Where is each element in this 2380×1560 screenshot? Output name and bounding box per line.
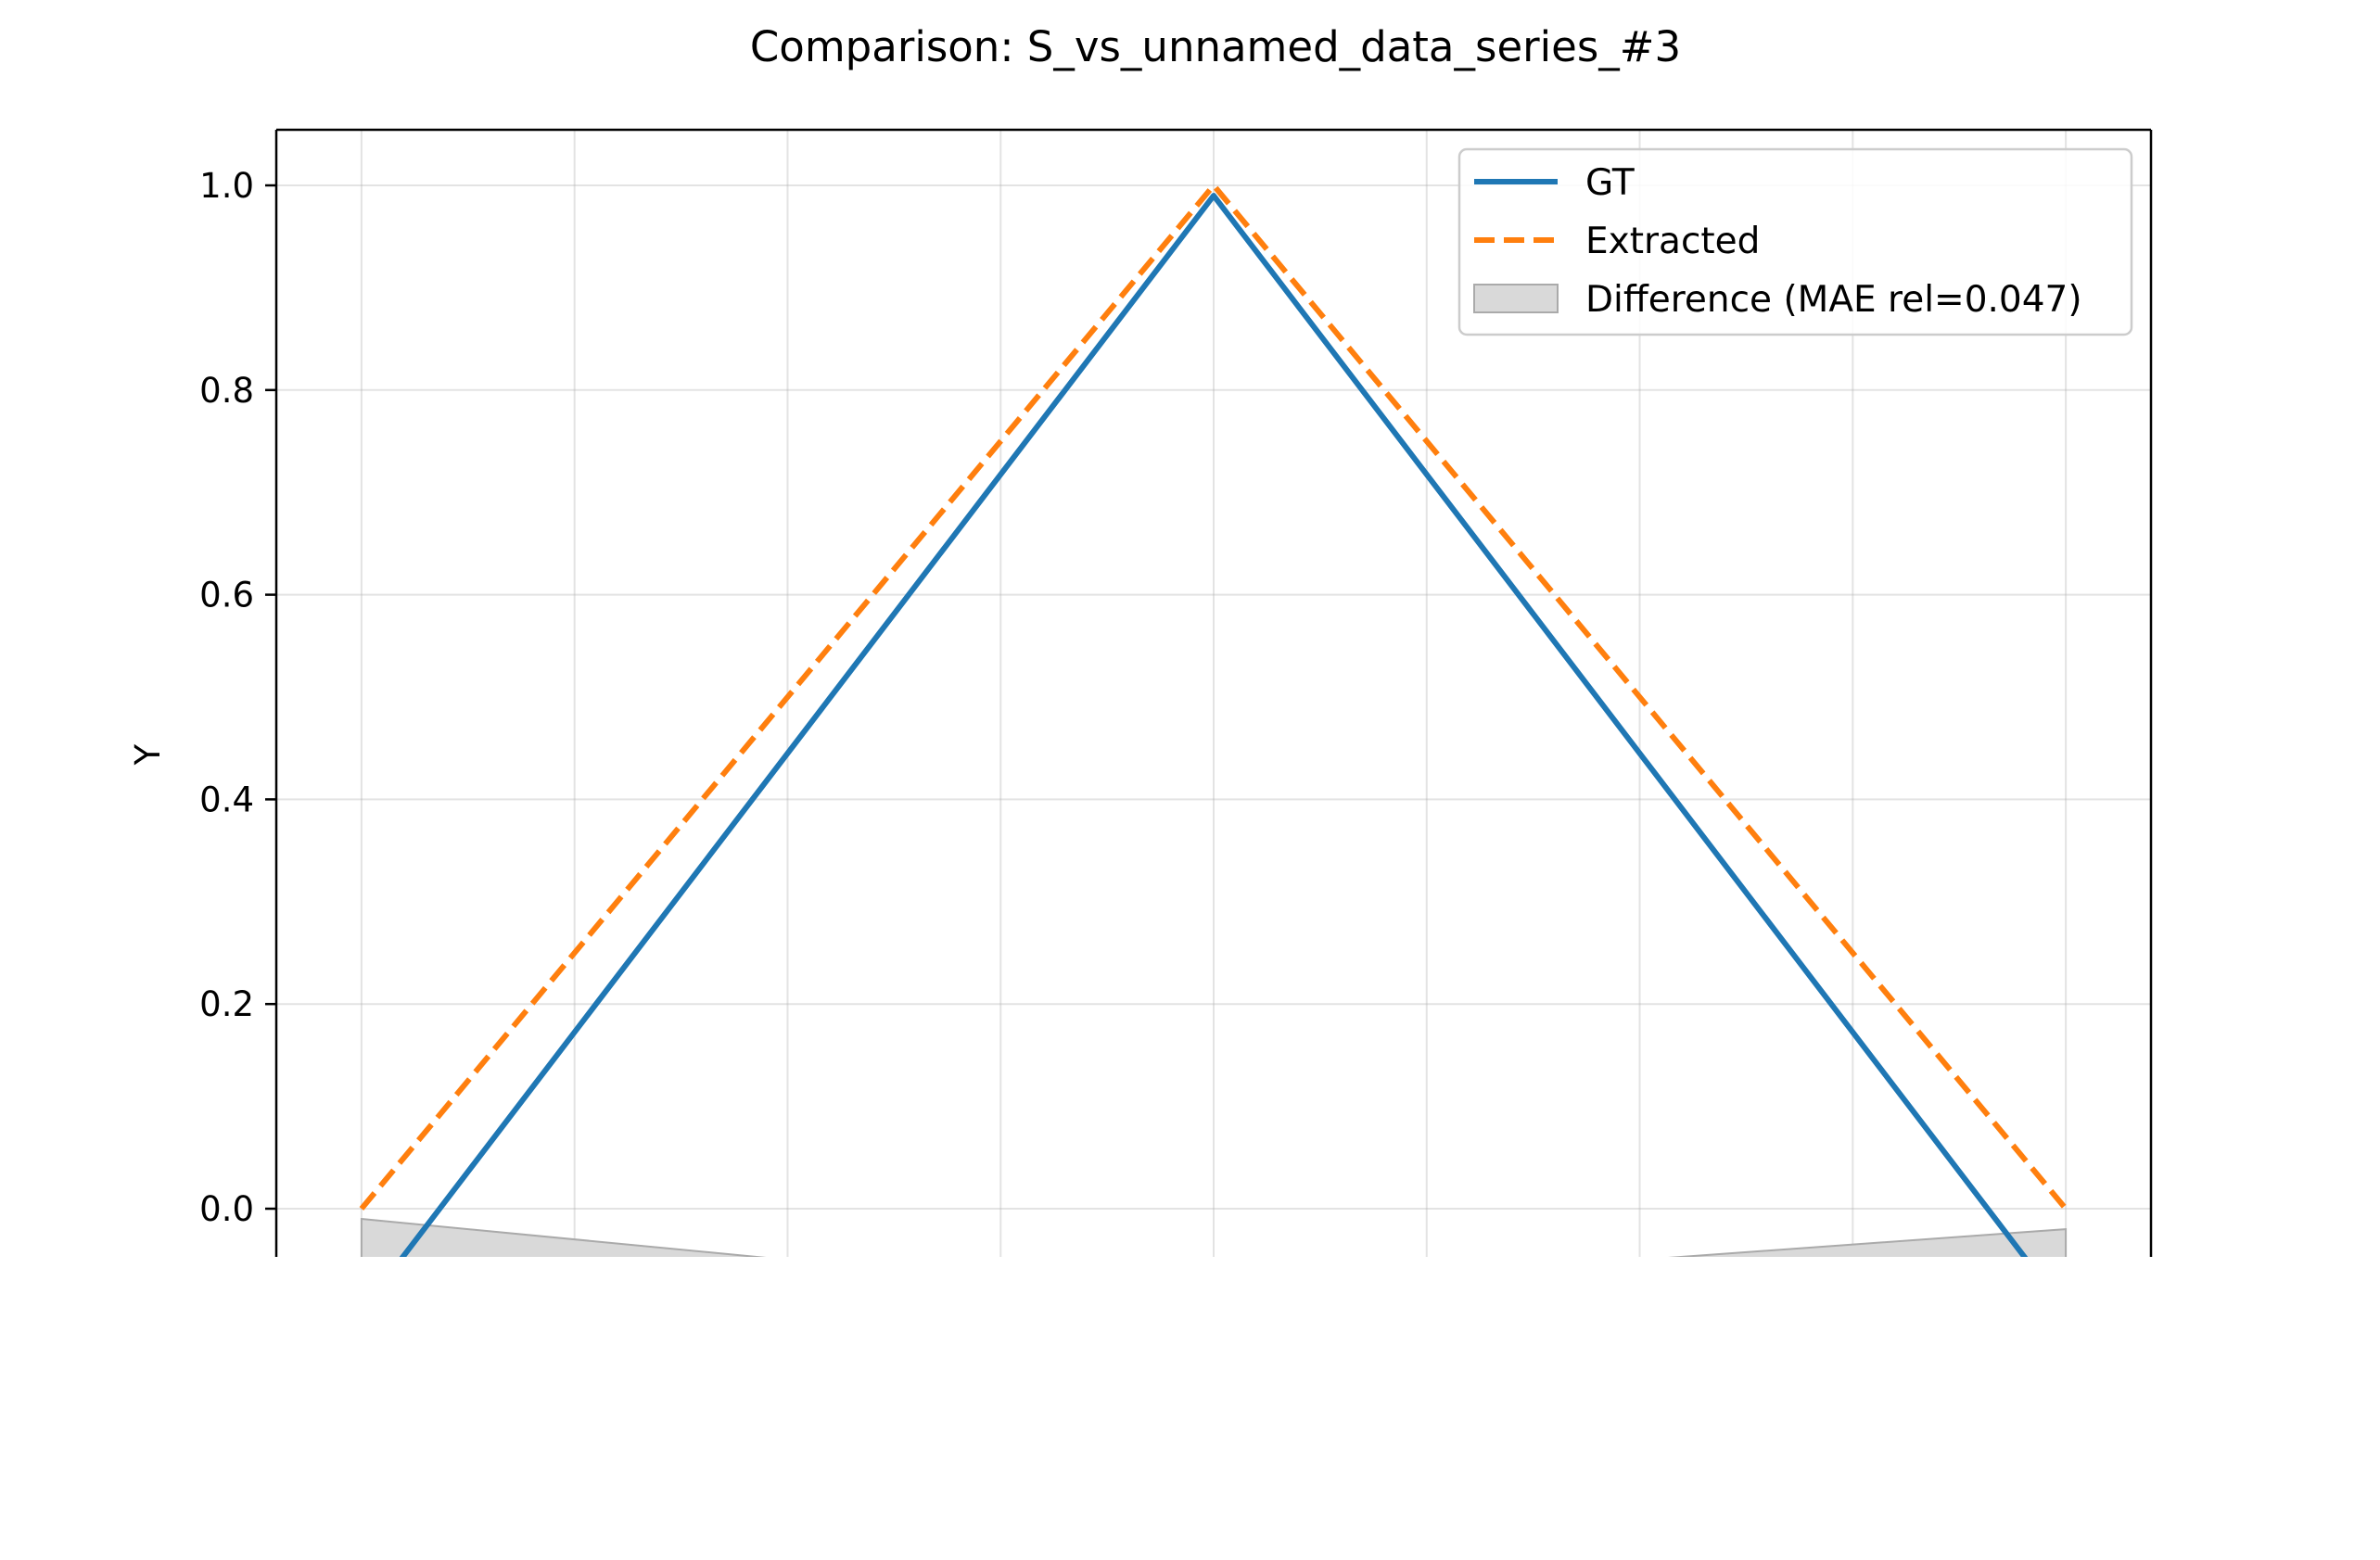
y-axis-ticks: 0.0 0.2 0.4 0.6 0.8 1.0	[199, 166, 276, 1229]
grid	[276, 130, 2151, 1257]
y-tick-label-1: 0.2	[199, 984, 254, 1024]
y-tick-label-3: 0.6	[199, 576, 254, 615]
legend-swatch-difference	[1473, 284, 1559, 313]
y-tick-label-5: 1.0	[199, 166, 254, 206]
y-axis-label: Y	[128, 743, 168, 766]
y-tick-label-2: 0.4	[199, 780, 254, 819]
legend-frame	[1457, 147, 2133, 336]
plot-area	[359, 183, 2068, 1257]
legend-label-extracted: Extracted	[1585, 221, 1760, 262]
y-tick-label-4: 0.8	[199, 371, 254, 411]
chart-title: Comparison: S_vs_unnamed_data_series_#3	[750, 22, 1681, 71]
legend-label-gt: GT	[1585, 162, 1635, 204]
difference-area	[360, 1217, 2068, 1257]
y-tick-label-0: 0.0	[199, 1189, 254, 1229]
plot-frame	[274, 128, 2153, 1257]
legend-label-difference: Difference (MAE rel=0.047)	[1585, 279, 2082, 321]
series-line-gt	[399, 193, 2029, 1257]
legend: GT Extracted Difference (MAE rel=0.047)	[1457, 147, 2133, 336]
